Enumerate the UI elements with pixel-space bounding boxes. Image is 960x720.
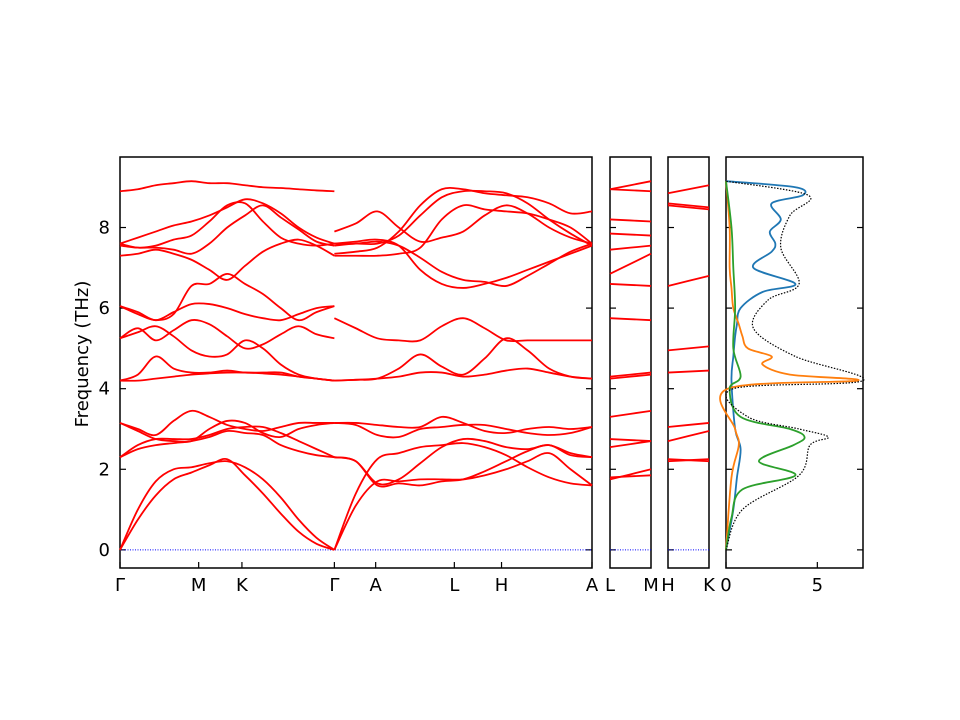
band-line <box>119 429 335 459</box>
dos-xtick-label: 5 <box>812 575 823 596</box>
band-line <box>334 337 593 382</box>
band-line <box>333 452 593 551</box>
y-axis-group: Frequency (THz) 0 2 4 6 8 <box>72 218 110 561</box>
hk-xtick-label: H <box>661 575 675 596</box>
band-line <box>609 244 652 251</box>
main-xtick-label: M <box>191 575 207 596</box>
band-line <box>119 201 335 249</box>
y-tick-label: 6 <box>99 298 110 319</box>
band-line <box>119 460 335 551</box>
hk-xtick-label: K <box>703 575 716 596</box>
y-tick-label: 2 <box>99 459 110 480</box>
band-line <box>609 468 652 481</box>
band-line <box>334 204 593 245</box>
dos-curve <box>725 180 865 551</box>
band-line <box>334 437 593 486</box>
band-line <box>609 218 652 223</box>
band-line <box>609 180 652 191</box>
band-line <box>334 422 593 439</box>
band-line <box>119 325 335 382</box>
band-line <box>119 180 335 193</box>
hk-frame <box>667 156 710 569</box>
band-line <box>119 355 335 382</box>
lm-xtick-label: M <box>643 575 659 596</box>
main-frame <box>119 156 593 569</box>
y-axis-label: Frequency (THz) <box>72 281 93 428</box>
band-line <box>609 188 652 193</box>
band-line <box>119 272 335 322</box>
band-line <box>334 186 593 255</box>
y-tick-label: 0 <box>99 540 110 561</box>
band-line <box>609 283 652 287</box>
band-line <box>667 204 710 211</box>
band-line <box>333 317 592 343</box>
dos-frame <box>725 156 864 569</box>
band-line <box>667 369 710 374</box>
band-line <box>119 238 335 281</box>
band-line <box>667 458 710 463</box>
lm-frame <box>609 156 652 569</box>
band-line <box>334 415 593 434</box>
dos-xtick-label: 0 <box>720 575 731 596</box>
band-line <box>333 442 593 551</box>
dos-curve <box>725 181 806 551</box>
band-line <box>609 371 652 378</box>
band-line <box>667 184 710 195</box>
band-line <box>119 319 335 350</box>
main-xtick-label: A <box>586 575 599 596</box>
band-line <box>609 440 652 449</box>
band-line <box>667 202 710 209</box>
main-xtick-label: A <box>370 575 383 596</box>
band-line <box>609 474 652 479</box>
band-line <box>609 373 652 380</box>
main-xtick-label: K <box>236 575 249 596</box>
band-line <box>609 252 652 275</box>
main-xtick-label: L <box>449 575 459 596</box>
band-line <box>609 438 652 442</box>
main-xtick-label: Γ <box>115 575 125 596</box>
band-line <box>334 240 593 287</box>
lm-xtick-label: L <box>605 575 615 596</box>
band-line <box>667 345 710 352</box>
dos-curve <box>719 181 860 550</box>
band-line <box>119 204 335 255</box>
main-xtick-label: Γ <box>329 575 339 596</box>
band-line <box>609 232 652 237</box>
band-line <box>609 409 652 418</box>
band-line <box>119 302 335 322</box>
band-line <box>119 419 335 443</box>
band-line <box>609 317 652 322</box>
band-line <box>334 238 593 289</box>
main-xtick-label: H <box>495 575 509 596</box>
band-line <box>119 198 335 245</box>
band-line <box>667 274 710 287</box>
band-line <box>334 189 593 247</box>
y-tick-label: 8 <box>99 218 110 239</box>
band-line <box>119 458 335 551</box>
band-line <box>119 409 335 437</box>
y-tick-labels: 0 2 4 6 8 <box>99 218 110 561</box>
band-line <box>667 430 710 442</box>
y-tick-label: 4 <box>99 379 110 400</box>
band-line <box>667 422 710 428</box>
